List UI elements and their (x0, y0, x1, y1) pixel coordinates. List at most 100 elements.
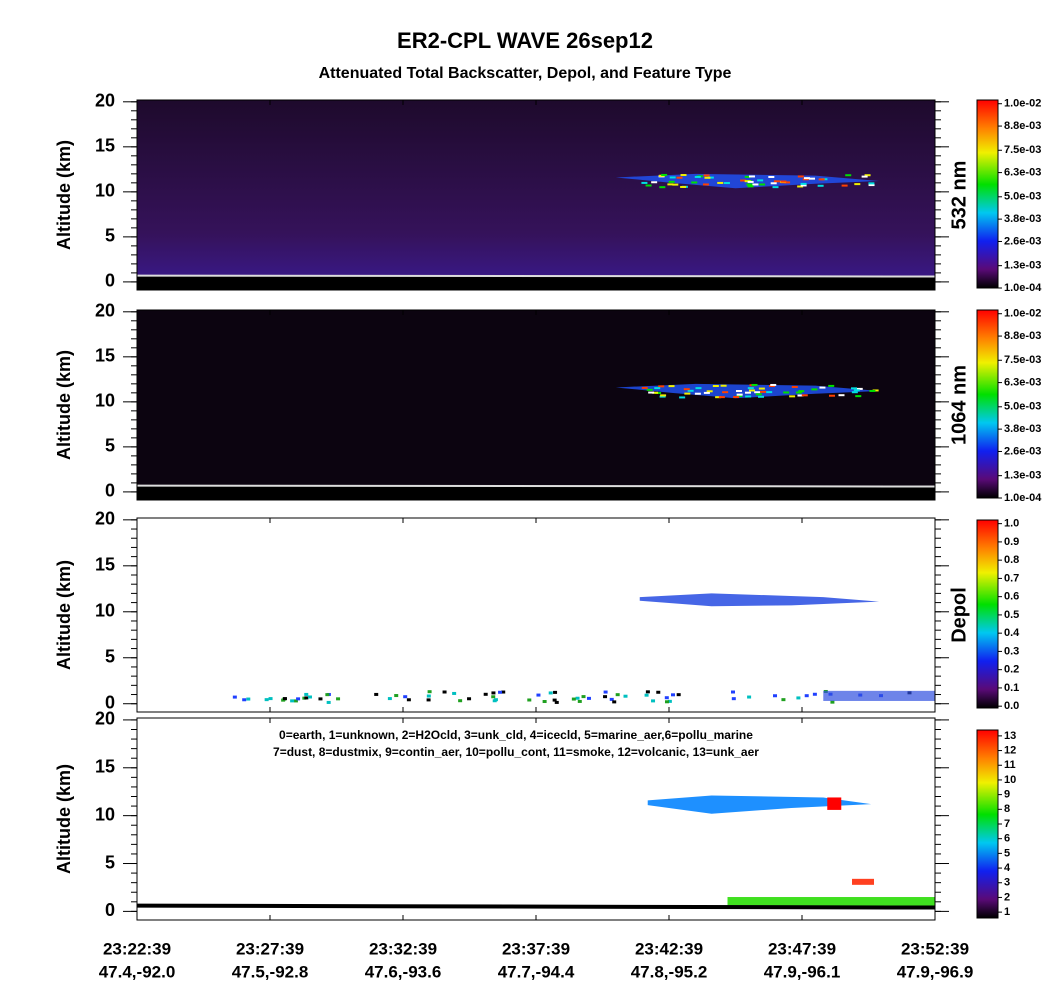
surface-line (136, 274, 936, 278)
colorbar-label: 11 (1004, 759, 1016, 771)
colorbar (976, 729, 999, 919)
depol-aerosol (731, 697, 736, 701)
cloud-texture (687, 389, 694, 392)
cloud-texture (789, 395, 796, 398)
x-tick-label: 47.7,-94.4 (498, 962, 575, 981)
cloud-texture (746, 183, 753, 186)
depol-aerosol (552, 698, 557, 702)
cloud-texture (766, 391, 773, 394)
cloud-texture (740, 179, 747, 182)
colorbar-label: 8 (1004, 803, 1010, 815)
depol-aerosol-layer (823, 690, 935, 701)
depol-aerosol (812, 692, 817, 696)
depol-aerosol (406, 698, 411, 702)
depol-aerosol (671, 693, 676, 697)
depol-aerosol (501, 690, 506, 694)
depol-aerosol (603, 695, 608, 699)
cloud-texture (646, 388, 653, 391)
cloud-texture (803, 177, 810, 180)
colorbar-label: 6 (1004, 833, 1010, 845)
feature-green (727, 897, 935, 906)
cloud-texture (747, 387, 754, 390)
cloud-texture (684, 392, 691, 395)
colorbar-label: 0.1 (1004, 682, 1019, 694)
colorbar-label: 8.8e-03 (1004, 120, 1041, 132)
depol-aerosol (282, 697, 287, 701)
x-tick-label: 47.9,-96.9 (897, 962, 974, 981)
depol-aerosol (644, 693, 649, 697)
y-tick-label: 15 (95, 555, 115, 575)
cloud-texture (745, 395, 752, 398)
cloud-texture (784, 181, 791, 184)
colorbar-label: 0.4 (1004, 627, 1020, 639)
depol-aerosol (374, 692, 379, 696)
colorbar-label: 13 (1004, 730, 1016, 742)
cloud-texture (747, 185, 754, 188)
colorbar-label: 0.6 (1004, 591, 1019, 603)
cloud-texture (752, 183, 759, 186)
cloud-texture (770, 182, 777, 185)
depol-aerosol (676, 693, 681, 697)
depol-aerosol (304, 696, 309, 700)
cloud-texture (748, 175, 755, 178)
y-tick-label: 0 (105, 481, 115, 501)
cloud-texture (669, 176, 676, 179)
depol-aerosol (645, 690, 650, 694)
cloud-texture (797, 175, 804, 178)
y-tick-label: 10 (95, 181, 115, 201)
cloud-texture (645, 184, 652, 187)
y-tick-label: 20 (95, 509, 115, 529)
curtain-background (137, 100, 935, 290)
cloud-texture (703, 391, 710, 394)
feature-legend: 0=earth, 1=unknown, 2=H2Ocld, 3=unk_cld,… (279, 728, 753, 742)
depol-aerosol (651, 699, 656, 703)
depol-aerosol (656, 690, 661, 694)
cloud-texture (695, 387, 702, 390)
depol-aerosol (664, 696, 669, 700)
colorbar-label: 0.2 (1004, 664, 1019, 676)
depol-aerosol (603, 690, 608, 694)
cloud-texture (818, 178, 825, 181)
depol-aerosol (667, 699, 672, 703)
cloud-texture (841, 184, 848, 187)
cloud-texture (797, 185, 804, 188)
colorbar-label: 0.8 (1004, 554, 1019, 566)
surface-shadow (137, 276, 935, 290)
x-tick-label: 23:52:39 (901, 939, 969, 958)
y-tick-label: 20 (95, 301, 115, 321)
cloud-texture (768, 385, 775, 388)
cloud-texture (694, 392, 701, 395)
colorbar-label: 10 (1004, 774, 1016, 786)
depol-aerosol (493, 698, 498, 702)
y-tick-label: 15 (95, 136, 115, 156)
cloud-texture (855, 395, 862, 398)
cloud-texture (707, 176, 714, 179)
cloud-texture (654, 387, 661, 390)
cloud-texture (755, 393, 762, 396)
colorbar-label: 8.8e-03 (1004, 330, 1041, 342)
y-tick-label: 0 (105, 271, 115, 291)
cloud-texture (661, 173, 668, 176)
surface-line (136, 484, 936, 488)
colorbar-label: 1.0e-02 (1004, 98, 1041, 110)
cloud-texture (868, 184, 875, 187)
cloud-texture (800, 182, 807, 185)
x-tick-label: 23:37:39 (502, 939, 570, 958)
x-tick-label: 23:22:39 (103, 939, 171, 958)
depol-cloud (639, 593, 880, 607)
depol-aerosol (293, 699, 298, 703)
cloud-texture (768, 175, 775, 178)
depol-aerosol (553, 690, 558, 694)
depol-aerosol (325, 693, 330, 697)
depol-aerosol (781, 698, 786, 702)
depol-aerosol (796, 696, 801, 700)
cloud-texture (872, 389, 879, 392)
cloud-texture (641, 181, 648, 184)
colorbar-label: 0.0 (1004, 700, 1019, 712)
feature-smoke (852, 878, 875, 885)
depol-aerosol (246, 697, 251, 701)
colorbar-label: 1.3e-03 (1004, 260, 1041, 272)
depol-aerosol (586, 696, 591, 700)
cloud-texture (660, 394, 667, 397)
colorbar-label: 1.3e-03 (1004, 470, 1041, 482)
